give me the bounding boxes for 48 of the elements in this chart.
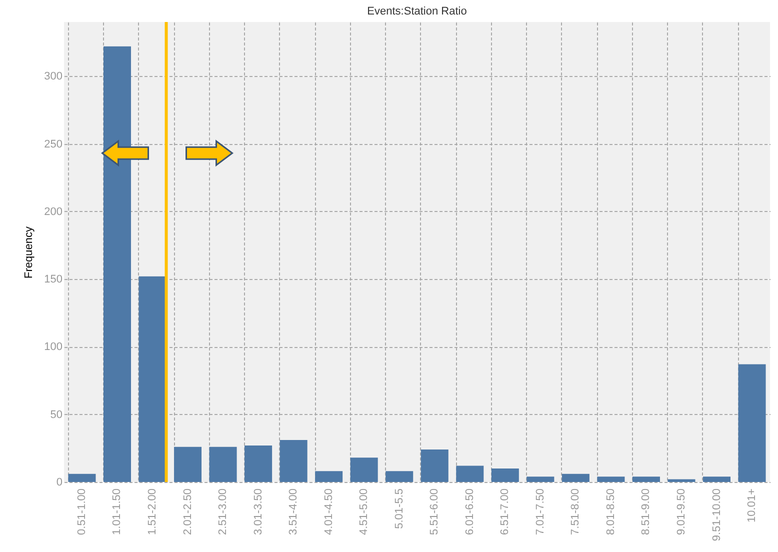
bar (315, 471, 343, 482)
y-tick-label: 200 (44, 206, 62, 218)
bar (280, 440, 308, 482)
x-tick-label: 0.51-1.00 (76, 488, 88, 535)
bar (491, 468, 519, 482)
x-tick-label: 8.01-8.50 (604, 488, 617, 535)
bar (597, 476, 625, 482)
x-tick-label: 3.51-4.00 (288, 488, 300, 535)
bar (209, 446, 237, 482)
y-tick-label: 50 (50, 408, 62, 421)
x-tick-label: 2.01-2.50 (182, 488, 194, 535)
bar (174, 446, 202, 482)
x-tick-label: 1.51-2.00 (146, 488, 159, 535)
bar (668, 479, 696, 482)
y-tick-label: 100 (44, 341, 62, 354)
x-tick-label: 9.51-10.00 (710, 488, 723, 542)
y-tick-label: 0 (56, 476, 62, 488)
x-tick-label: 1.01-1.50 (111, 488, 124, 535)
x-tick-label: 5.01-5.5 (393, 488, 406, 529)
x-tick-label: 7.51-8.00 (570, 488, 582, 535)
x-tick-label: 6.51-7.00 (499, 488, 512, 535)
bar (68, 474, 96, 482)
x-tick-label: 10.01+ (746, 488, 758, 522)
bar (562, 474, 590, 482)
y-tick-label: 300 (44, 70, 62, 83)
x-tick-label: 5.51-6.00 (428, 488, 441, 535)
bar (702, 476, 731, 482)
x-tick-label: 7.01-7.50 (534, 488, 546, 535)
bar (738, 364, 766, 482)
bar (632, 476, 660, 482)
y-axis-title: Frequency (23, 226, 36, 278)
bar (526, 476, 554, 482)
chart-title: Events:Station Ratio (367, 6, 467, 18)
x-tick-label: 3.01-3.50 (252, 488, 264, 535)
bar (138, 276, 166, 482)
x-tick-label: 9.01-9.50 (675, 488, 688, 535)
y-tick-label: 150 (44, 274, 62, 286)
x-tick-label: 4.51-5.00 (358, 488, 370, 535)
bar (420, 450, 448, 482)
x-tick-label: 2.51-3.00 (217, 488, 230, 535)
bar (386, 471, 414, 482)
bar (244, 445, 272, 482)
bar (456, 466, 484, 482)
x-tick-label: 4.01-4.50 (322, 488, 335, 535)
x-tick-label: 6.01-6.50 (464, 488, 476, 535)
bar (350, 458, 378, 482)
y-tick-label: 250 (44, 138, 62, 150)
x-tick-label: 8.51-9.00 (640, 488, 652, 535)
